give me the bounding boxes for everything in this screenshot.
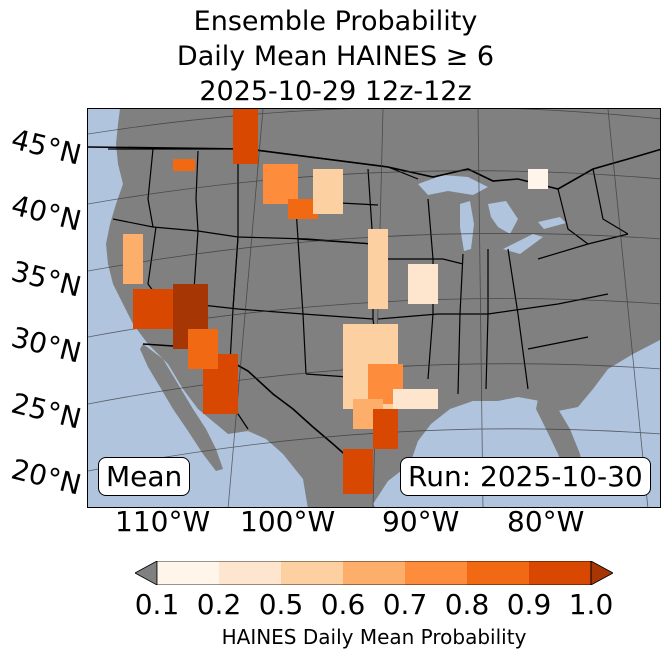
colorbar-under-arrow — [135, 561, 158, 585]
colorbar-outline — [156, 561, 592, 585]
lon-label-100: 100°W — [240, 505, 336, 538]
colorbar-bin — [157, 561, 219, 585]
cbar-tick-1: 0.2 — [196, 588, 242, 621]
colorbar-bin — [405, 561, 467, 585]
lon-label-110: 110°W — [115, 505, 211, 538]
colorbar-bin — [529, 561, 591, 585]
statistic-box: Mean — [98, 457, 191, 496]
cbar-tick-3: 0.6 — [320, 588, 366, 621]
lat-label-20: 20°N — [8, 452, 85, 502]
title-line-3: 2025-10-29 12z-12z — [199, 76, 472, 107]
probability-field — [123, 109, 548, 494]
lat-label-25: 25°N — [8, 386, 85, 436]
baja-peninsula — [140, 344, 223, 471]
lon-label-90: 90°W — [382, 505, 460, 538]
cbar-tick-7: 1.0 — [568, 588, 614, 621]
colorbar-over-arrow — [590, 561, 613, 585]
lake-huron — [488, 201, 518, 234]
lat-label-30: 30°N — [8, 320, 85, 370]
run-box: Run: 2025-10-30 — [400, 457, 651, 496]
map-svg — [88, 109, 660, 507]
lake-superior — [418, 175, 488, 195]
lake-ontario — [538, 217, 566, 229]
lat-label-45: 45°N — [8, 122, 85, 172]
lon-label-80: 80°W — [507, 505, 585, 538]
lat-label-35: 35°N — [8, 254, 85, 304]
colorbar-bins — [157, 561, 613, 585]
colorbar-bin — [281, 561, 343, 585]
colorbar-bin — [467, 561, 529, 585]
colorbar-label: HAINES Daily Mean Probability — [221, 625, 527, 649]
lat-label-40: 40°N — [8, 188, 85, 238]
cbar-tick-5: 0.8 — [444, 588, 490, 621]
title-line-1: Ensemble Probability — [193, 6, 478, 37]
lake-erie — [503, 234, 543, 254]
cbar-tick-4: 0.7 — [382, 588, 428, 621]
cbar-tick-0: 0.1 — [134, 588, 180, 621]
colorbar-bin — [219, 561, 281, 585]
map-panel — [87, 108, 661, 508]
lake-michigan — [460, 201, 474, 251]
cbar-tick-6: 0.9 — [506, 588, 552, 621]
cbar-tick-2: 0.5 — [258, 588, 304, 621]
colorbar-bin — [343, 561, 405, 585]
colorbar — [135, 561, 613, 585]
title-line-2: Daily Mean HAINES ≥ 6 — [176, 41, 495, 72]
